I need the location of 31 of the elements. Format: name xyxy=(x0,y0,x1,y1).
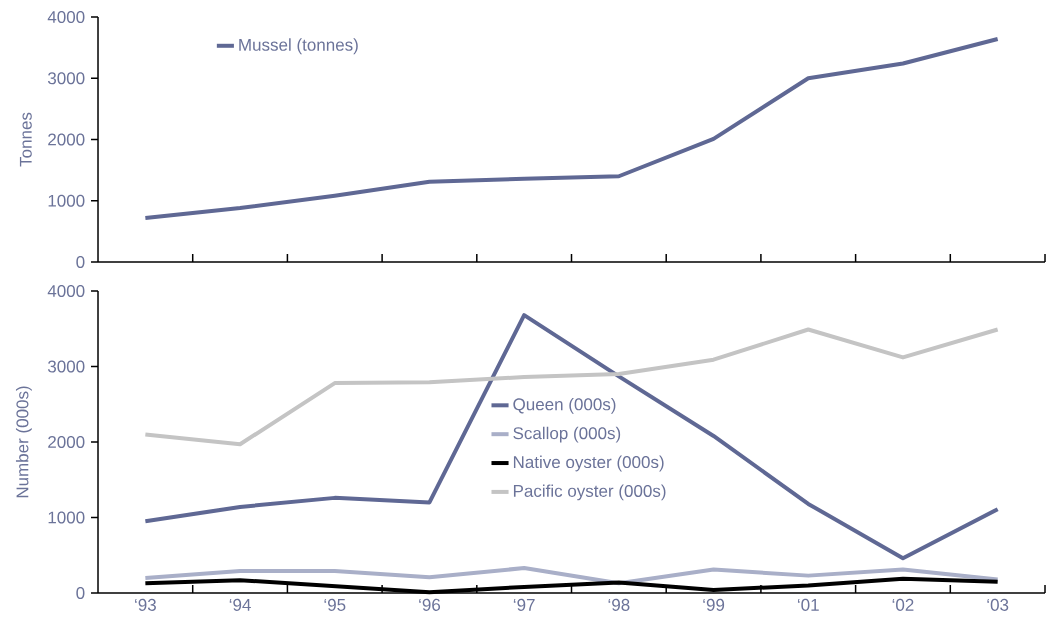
y-tick-label: 1000 xyxy=(48,194,85,207)
x-tick-label: ‘99 xyxy=(703,598,725,611)
x-tick-label: ‘93 xyxy=(135,598,156,611)
y-tick-label: 2000 xyxy=(48,133,85,146)
x-tick-label: ‘97 xyxy=(513,598,535,611)
line-series xyxy=(143,313,1000,561)
y-tick-label: 4000 xyxy=(47,284,85,298)
x-tick-label: ‘02 xyxy=(892,598,914,611)
y-tick-label: 0 xyxy=(76,586,85,600)
y-tick-label: 4000 xyxy=(47,10,85,24)
legend-label: Native oyster (000s) xyxy=(513,455,664,472)
x-tick-label: ‘01 xyxy=(797,598,819,611)
y-tick-label: 3000 xyxy=(47,72,85,85)
x-tick-label: ‘98 xyxy=(608,598,630,611)
line-series xyxy=(143,327,1000,447)
legend-label: Scallop (000s) xyxy=(513,426,621,443)
y-axis-title: Tonnes xyxy=(19,112,32,167)
x-tick-label: ‘96 xyxy=(419,598,441,611)
legend-label: Mussel (tonnes) xyxy=(239,38,358,55)
line-series xyxy=(143,566,1000,586)
y-axis-title: Number (000s) xyxy=(15,386,32,498)
line-series xyxy=(143,37,1000,220)
y-tick-label: 0 xyxy=(76,255,85,269)
legend-label: Queen (000s) xyxy=(513,397,616,414)
y-tick-label: 3000 xyxy=(47,360,85,373)
legend-label: Pacific oyster (000s) xyxy=(513,484,666,501)
y-tick-label: 1000 xyxy=(48,511,85,524)
x-tick-label: ‘95 xyxy=(324,598,346,611)
x-tick-label: ‘03 xyxy=(987,598,1009,611)
y-tick-label: 2000 xyxy=(48,435,85,449)
x-tick-label: ‘94 xyxy=(229,598,251,611)
